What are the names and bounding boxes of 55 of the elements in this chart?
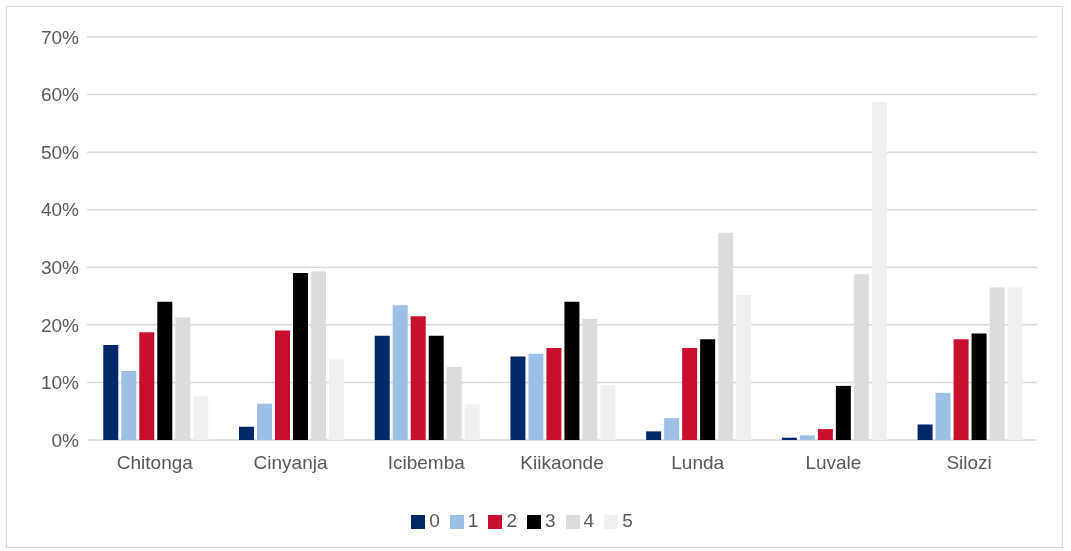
bar: [528, 353, 544, 440]
bar: [428, 335, 444, 440]
bar: [1007, 287, 1023, 440]
bar: [646, 431, 662, 440]
y-tick-label: 10%: [40, 372, 80, 394]
y-tick-label: 50%: [40, 141, 80, 163]
bar: [374, 335, 390, 440]
bar: [410, 316, 426, 440]
bar: [392, 305, 408, 440]
legend-label: 2: [506, 510, 517, 531]
bar: [293, 273, 308, 440]
bar: [835, 385, 851, 440]
x-tick-label: Luvale: [805, 452, 862, 474]
x-tick-label: Lunda: [671, 452, 725, 474]
y-tick-label: 0%: [51, 429, 80, 451]
x-tick-label: Silozi: [946, 452, 992, 474]
bar: [157, 301, 173, 440]
y-tick-label: 70%: [40, 26, 80, 48]
bar: [121, 370, 137, 440]
bar: [664, 418, 680, 440]
bar: [736, 294, 752, 440]
legend-label: 5: [622, 510, 633, 531]
bar: [799, 435, 815, 440]
legend-label: 0: [429, 510, 440, 531]
bar: [817, 429, 833, 440]
y-tick-label: 30%: [40, 257, 80, 279]
legend-label: 3: [545, 510, 556, 531]
y-tick-label: 60%: [40, 84, 80, 106]
x-tick-label: Chitonga: [116, 452, 194, 474]
x-tick-label: Cinyanja: [253, 452, 328, 474]
bar: [682, 347, 698, 440]
y-tick-label: 40%: [40, 199, 80, 221]
bar: [510, 356, 526, 440]
bar: [193, 395, 209, 440]
bar: [600, 385, 616, 440]
bar: [275, 330, 290, 440]
bar: [139, 332, 155, 440]
legend-label: 4: [583, 510, 595, 531]
legend-label: 1: [467, 510, 479, 531]
bar: [103, 345, 119, 440]
y-tick-label: 20%: [40, 314, 80, 336]
x-tick-label: Icibemba: [387, 452, 466, 474]
bar: [953, 339, 969, 440]
bar: [935, 392, 951, 440]
bar: [257, 403, 272, 440]
bar: [239, 426, 254, 440]
bar: [329, 359, 344, 440]
bar: [564, 301, 580, 440]
x-tick-label: Kiikaonde: [520, 452, 604, 474]
bar: [464, 404, 480, 440]
bar: [871, 102, 887, 440]
bar: [971, 333, 987, 440]
bar: [700, 339, 716, 440]
bar: [917, 424, 933, 440]
bar: [546, 347, 562, 440]
